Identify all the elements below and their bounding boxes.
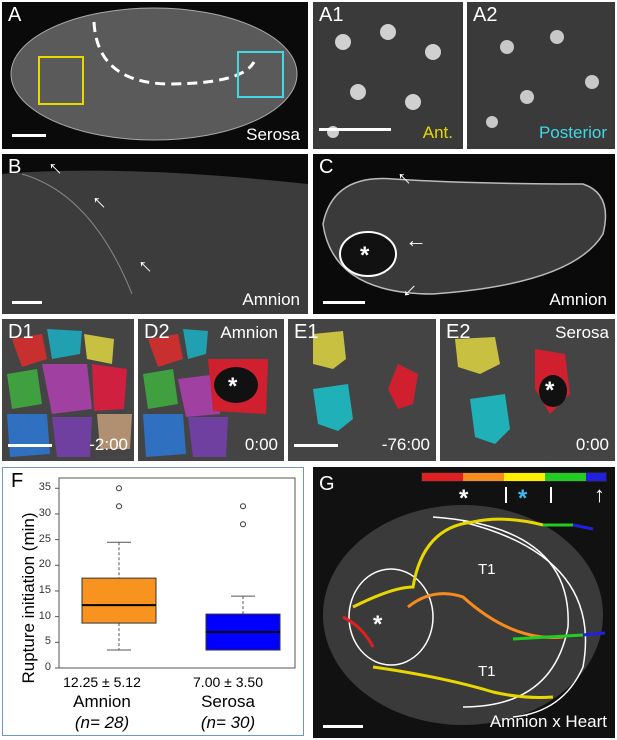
scale-bar	[319, 128, 391, 131]
panel-label-d1: D1	[8, 321, 34, 343]
timestamp: 0:00	[244, 435, 278, 454]
color-bar-segment	[462, 473, 504, 481]
caption-amnion: Amnion	[242, 290, 300, 309]
asterisk-icon: *	[459, 485, 469, 512]
y-tick-label: 25	[38, 532, 51, 545]
y-tick-label: 10	[38, 609, 51, 622]
label-t1-bottom: T1	[478, 663, 496, 680]
color-bar-segment	[544, 473, 586, 481]
panel-d1: D1 -2:00	[2, 319, 134, 461]
panel-a2: A2 Posterior	[467, 2, 615, 149]
panel-e2: E2 Serosa * 0:00	[440, 319, 615, 461]
panel-label-a: A	[8, 4, 22, 26]
timestamp: 0:00	[575, 435, 609, 454]
panel-f: F Rupture initiation (min) 0 5 10 15 20 25 30 3…	[2, 467, 304, 736]
timestamp: -2:00	[89, 435, 128, 454]
panel-a: A Serosa	[2, 2, 308, 149]
y-tick-label: 30	[38, 506, 51, 519]
scale-bar	[323, 725, 363, 728]
label-t1-top: T1	[478, 561, 496, 578]
caption-serosa: Serosa	[246, 125, 300, 144]
caption-amnion: Amnion	[220, 323, 278, 342]
panel-c: C * → → → Amnion	[313, 154, 615, 314]
panel-label-g: G	[319, 473, 335, 495]
panel-label-a1: A1	[319, 4, 344, 26]
time-marker	[505, 487, 507, 503]
panel-label-e2: E2	[446, 321, 471, 343]
boxplot-chart	[55, 477, 296, 669]
asterisk-icon: *	[545, 377, 555, 404]
panel-label-a2: A2	[473, 4, 498, 26]
x-category-amnion: Amnion	[73, 692, 131, 711]
outlier-point	[116, 503, 122, 510]
stat-label-serosa: 7.00 ± 3.50	[193, 674, 263, 690]
box-amnion	[81, 577, 157, 624]
caption-anterior: Ant.	[422, 123, 453, 142]
panel-g: G * * → * T1 T1 Amnion x Heart	[313, 467, 615, 738]
caption-serosa: Serosa	[555, 323, 609, 342]
y-tick-label: 35	[38, 481, 51, 494]
outlier-point	[240, 503, 246, 510]
panel-d2: D2 Amnion * 0:00	[138, 319, 284, 461]
asterisk-icon: *	[228, 373, 238, 400]
panel-e1: E1 -76:00	[288, 319, 436, 461]
scale-bar	[12, 301, 42, 304]
panel-b: B → → → Amnion	[2, 154, 308, 314]
n-label-serosa: (n= 30)	[200, 713, 256, 732]
plot-frame	[58, 477, 296, 669]
y-tick-label: 15	[38, 583, 51, 596]
outlier-point	[240, 521, 246, 528]
y-tick-label: 5	[44, 635, 51, 648]
panel-label-b: B	[8, 156, 22, 178]
scale-bar	[12, 134, 46, 137]
arrow-icon: →	[405, 235, 427, 260]
asterisk-icon: *	[373, 611, 383, 638]
x-category-serosa: Serosa	[201, 692, 255, 711]
n-label-amnion: (n= 28)	[74, 713, 130, 732]
scale-bar	[294, 444, 338, 447]
asterisk-icon: *	[360, 242, 370, 269]
scale-bar	[8, 444, 52, 447]
arrow-icon: →	[583, 485, 608, 507]
caption-amnion: Amnion	[549, 290, 607, 309]
panel-label-f: F	[11, 470, 24, 492]
time-marker	[550, 487, 552, 503]
outlier-point	[116, 485, 122, 492]
scale-bar	[323, 301, 365, 304]
timestamp: -76:00	[381, 435, 430, 454]
panel-a1: A1 Ant.	[313, 2, 463, 149]
asterisk-icon-cyan: *	[518, 485, 528, 512]
stat-label-amnion: 12.25 ± 5.12	[63, 674, 141, 690]
panel-label-e1: E1	[294, 321, 319, 343]
color-bar-segment	[585, 473, 606, 481]
y-tick-label: 0	[44, 661, 51, 673]
y-tick-label: 20	[38, 558, 51, 571]
panel-label-d2: D2	[144, 321, 170, 343]
color-bar-segment	[503, 473, 545, 481]
color-bar-segment	[422, 473, 463, 481]
color-time-bar	[421, 472, 607, 482]
caption-posterior: Posterior	[538, 123, 607, 142]
panel-label-c: C	[319, 156, 334, 178]
caption-amnion-heart: Amnion x Heart	[489, 712, 607, 731]
